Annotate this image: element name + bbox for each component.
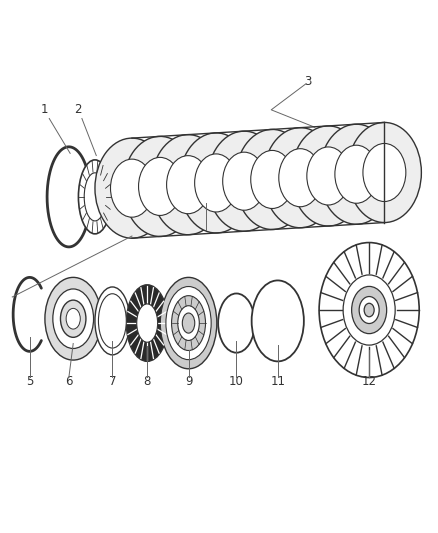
Text: 2: 2	[74, 103, 81, 116]
Ellipse shape	[84, 173, 106, 221]
Ellipse shape	[218, 294, 254, 353]
Text: 8: 8	[144, 375, 151, 389]
Ellipse shape	[347, 123, 421, 223]
Ellipse shape	[172, 296, 205, 351]
Ellipse shape	[182, 313, 195, 333]
Ellipse shape	[166, 287, 211, 360]
Text: 1: 1	[41, 103, 49, 116]
Ellipse shape	[160, 277, 217, 369]
Ellipse shape	[53, 289, 94, 349]
Ellipse shape	[179, 133, 253, 233]
Ellipse shape	[252, 280, 304, 361]
Ellipse shape	[178, 306, 199, 341]
Ellipse shape	[352, 286, 387, 334]
Ellipse shape	[60, 300, 86, 337]
Ellipse shape	[263, 128, 337, 228]
Text: 10: 10	[229, 375, 244, 389]
Text: 11: 11	[270, 375, 285, 389]
Ellipse shape	[307, 147, 350, 205]
Ellipse shape	[123, 136, 197, 237]
Ellipse shape	[207, 131, 281, 231]
Text: 12: 12	[362, 375, 377, 389]
Ellipse shape	[110, 159, 153, 217]
Ellipse shape	[335, 145, 378, 203]
Ellipse shape	[279, 149, 321, 207]
Text: 3: 3	[304, 75, 312, 88]
Ellipse shape	[66, 309, 80, 329]
Ellipse shape	[126, 285, 168, 361]
Ellipse shape	[223, 152, 265, 210]
Ellipse shape	[343, 275, 395, 345]
Text: 4: 4	[202, 216, 210, 230]
Ellipse shape	[45, 277, 102, 360]
Ellipse shape	[364, 303, 374, 317]
Ellipse shape	[194, 154, 237, 212]
Ellipse shape	[359, 296, 379, 324]
Ellipse shape	[78, 160, 112, 234]
Ellipse shape	[151, 135, 225, 235]
Ellipse shape	[137, 304, 158, 342]
Ellipse shape	[166, 156, 209, 214]
Text: 7: 7	[109, 375, 116, 389]
Ellipse shape	[319, 124, 393, 224]
Text: 5: 5	[26, 375, 33, 389]
Text: 9: 9	[185, 375, 192, 389]
Ellipse shape	[235, 130, 309, 230]
Ellipse shape	[95, 287, 130, 355]
Text: 6: 6	[65, 375, 73, 389]
Ellipse shape	[138, 157, 181, 215]
Ellipse shape	[99, 294, 126, 348]
Ellipse shape	[95, 138, 169, 238]
Ellipse shape	[363, 143, 406, 201]
Ellipse shape	[291, 126, 365, 226]
Ellipse shape	[251, 150, 293, 208]
